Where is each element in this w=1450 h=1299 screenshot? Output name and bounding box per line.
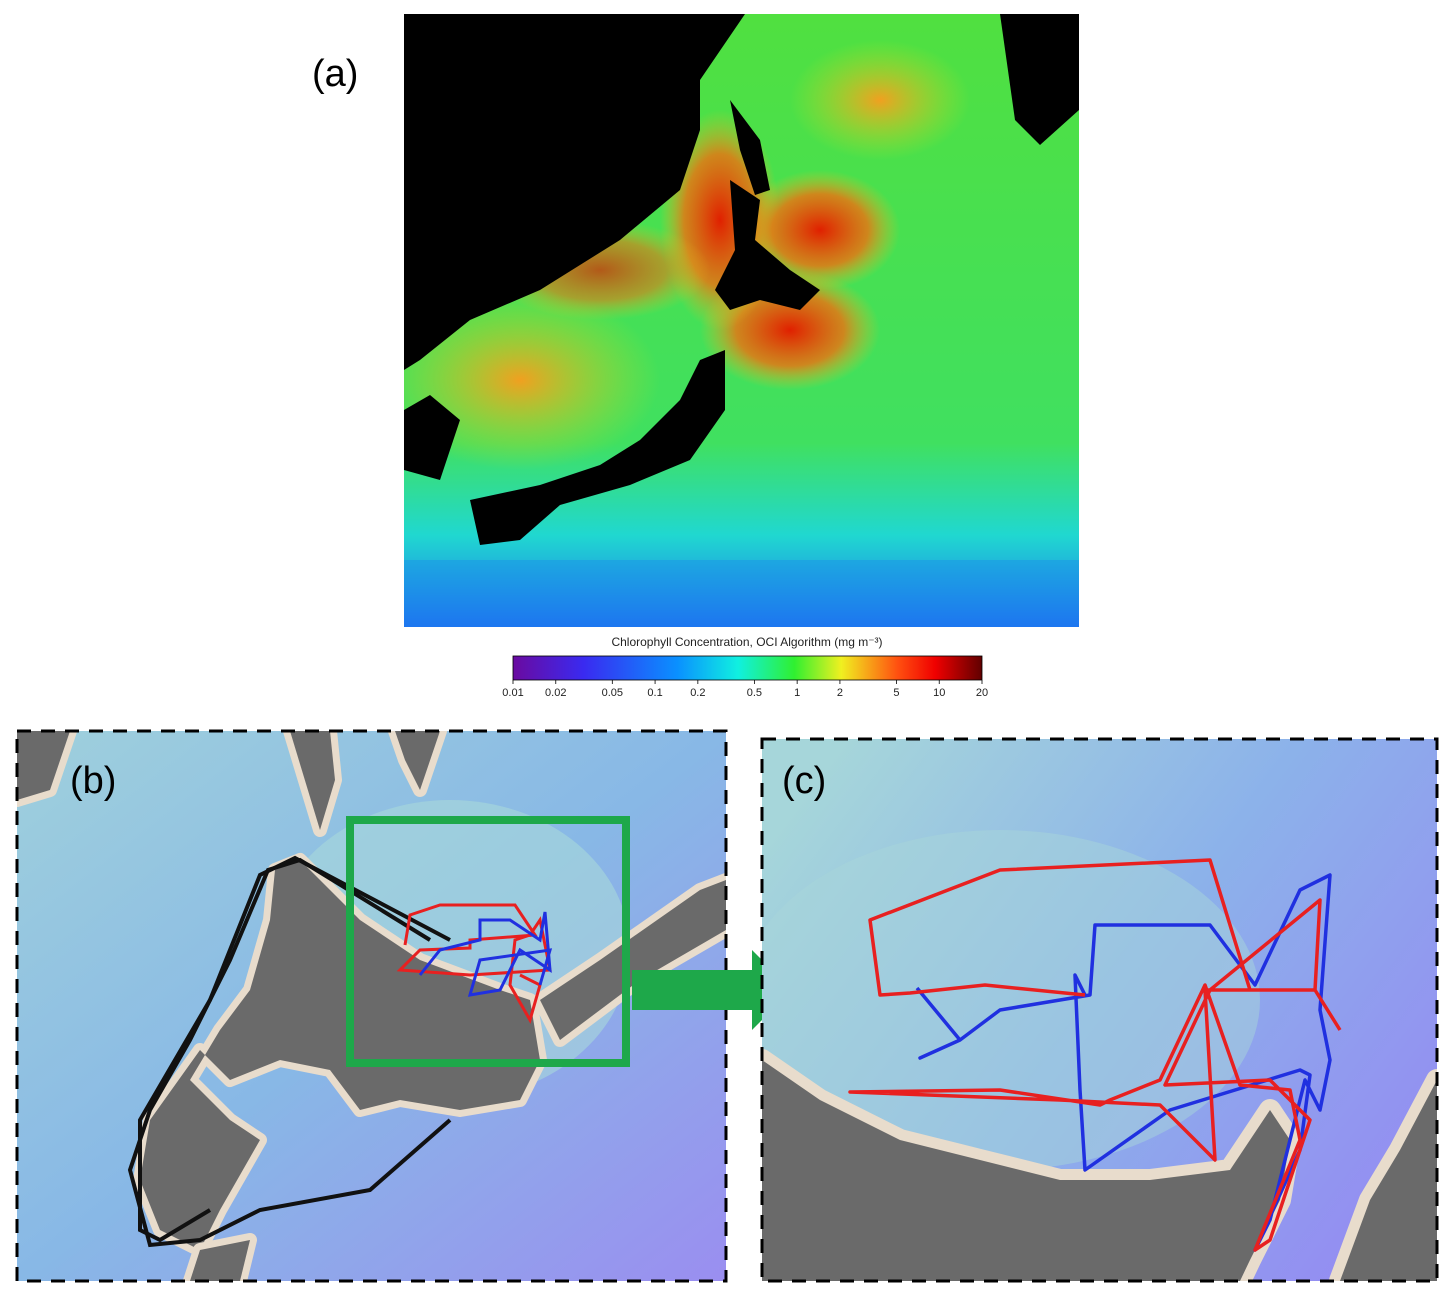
- map-frame: [760, 737, 1439, 1283]
- colorbar: [512, 655, 983, 681]
- panel-label: (b): [70, 760, 116, 802]
- colorbar-tick-label: 5: [893, 687, 899, 699]
- map-b: [17, 731, 726, 1281]
- zoom-arrow: [632, 950, 792, 1030]
- colorbar-tick-label: 0.1: [647, 687, 662, 699]
- colorbar-tick-label: 0.05: [602, 687, 623, 699]
- colorbar-tick-label: 0.02: [545, 687, 566, 699]
- panel-label: (c): [782, 760, 826, 802]
- colorbar-tick-label: 0.5: [747, 687, 762, 699]
- chlorophyll-map: [404, 14, 1079, 627]
- colorbar-tick-label: 2: [837, 687, 843, 699]
- colorbar-tick-label: 0.2: [690, 687, 705, 699]
- map-c: [762, 739, 1437, 1281]
- colorbar-tick-label: 20: [976, 687, 988, 699]
- colorbar-tick-label: 10: [933, 687, 945, 699]
- colorbar-title: Chlorophyll Concentration, OCI Algorithm…: [611, 635, 882, 649]
- colorbar-tick-label: 1: [794, 687, 800, 699]
- colorbar-tick-label: 0.01: [502, 687, 523, 699]
- panel-label: (a): [312, 53, 358, 95]
- colorbar-ticks: 0.01 0.02 0.05 0.1 0.2 0.5 1 2 5 10 20: [502, 680, 988, 699]
